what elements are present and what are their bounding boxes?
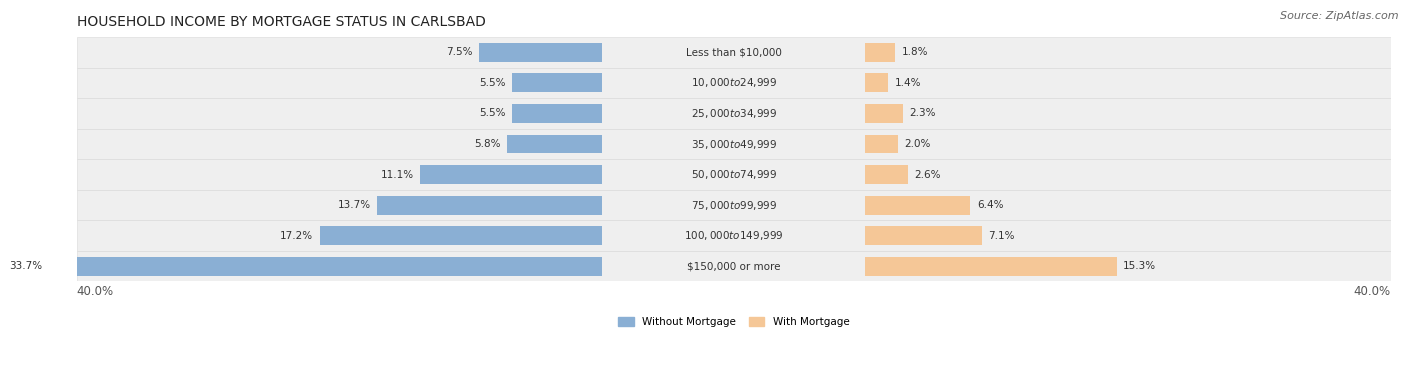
Bar [865,135,898,153]
Text: Less than $10,000: Less than $10,000 [686,47,782,57]
Bar [865,196,970,215]
Bar [865,73,889,92]
Text: 33.7%: 33.7% [8,261,42,271]
Bar [321,226,602,245]
Text: 15.3%: 15.3% [1123,261,1156,271]
Text: 6.4%: 6.4% [977,200,1004,210]
Bar [77,129,1391,159]
Text: 7.1%: 7.1% [988,231,1015,241]
Text: 7.5%: 7.5% [446,47,472,57]
Bar [512,73,602,92]
Text: 5.8%: 5.8% [474,139,501,149]
Bar [49,257,602,276]
Text: $25,000 to $34,999: $25,000 to $34,999 [690,107,778,120]
Text: 1.8%: 1.8% [901,47,928,57]
Bar [865,104,903,123]
Bar [865,257,1116,276]
Bar [77,68,1391,98]
Text: Source: ZipAtlas.com: Source: ZipAtlas.com [1281,11,1399,21]
Bar [77,220,1391,251]
Text: $50,000 to $74,999: $50,000 to $74,999 [690,168,778,181]
Text: 13.7%: 13.7% [337,200,371,210]
Text: 5.5%: 5.5% [479,78,506,88]
Text: 5.5%: 5.5% [479,108,506,118]
Text: 40.0%: 40.0% [77,285,114,298]
Text: 40.0%: 40.0% [1354,285,1391,298]
Bar [865,43,894,62]
Bar [508,135,602,153]
Bar [512,104,602,123]
Text: 2.6%: 2.6% [914,170,941,180]
Text: $35,000 to $49,999: $35,000 to $49,999 [690,138,778,150]
Legend: Without Mortgage, With Mortgage: Without Mortgage, With Mortgage [616,314,852,330]
Text: $150,000 or more: $150,000 or more [688,261,780,271]
Text: 1.4%: 1.4% [894,78,921,88]
Text: $10,000 to $24,999: $10,000 to $24,999 [690,76,778,90]
Text: $75,000 to $99,999: $75,000 to $99,999 [690,198,778,212]
Bar [377,196,602,215]
Text: 11.1%: 11.1% [381,170,413,180]
Bar [77,37,1391,68]
Bar [77,251,1391,282]
Text: 2.0%: 2.0% [904,139,931,149]
Bar [865,226,981,245]
Text: 2.3%: 2.3% [910,108,936,118]
Text: 17.2%: 17.2% [280,231,314,241]
Text: HOUSEHOLD INCOME BY MORTGAGE STATUS IN CARLSBAD: HOUSEHOLD INCOME BY MORTGAGE STATUS IN C… [77,15,485,29]
Text: $100,000 to $149,999: $100,000 to $149,999 [685,229,783,242]
Bar [479,43,602,62]
Bar [77,190,1391,220]
Bar [865,165,908,184]
Bar [420,165,602,184]
Bar [77,159,1391,190]
Bar [77,98,1391,129]
